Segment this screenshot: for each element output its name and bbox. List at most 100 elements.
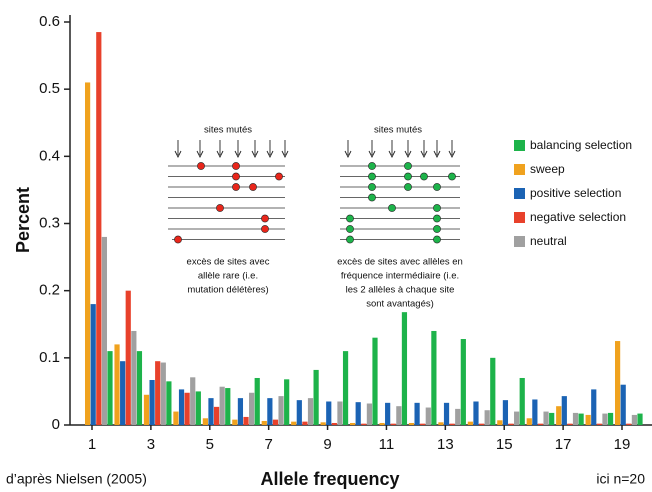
mutation-dot <box>261 214 269 223</box>
legend-label: negative selection <box>530 210 626 224</box>
bar <box>607 412 614 425</box>
bar <box>160 362 166 425</box>
mutation-dot <box>368 162 376 170</box>
arrow-head <box>196 150 204 159</box>
mutation-dot <box>197 162 205 170</box>
bar <box>596 423 602 425</box>
bar <box>114 344 120 425</box>
x-tick-label: 5 <box>206 436 214 453</box>
bar <box>326 401 332 425</box>
bar <box>85 82 91 425</box>
mutation-dot <box>433 183 441 191</box>
bar <box>261 420 267 425</box>
arrow-head <box>388 150 396 159</box>
bar <box>307 398 314 425</box>
legend-swatch <box>514 140 525 151</box>
mutation-dot <box>388 204 396 212</box>
x-tick-label: 1 <box>88 436 96 453</box>
bar <box>455 408 461 425</box>
arrow-head <box>251 150 259 159</box>
arrow-head <box>216 150 224 159</box>
bar <box>519 377 525 425</box>
legend-label: positive selection <box>530 186 621 200</box>
mutation-dot <box>232 162 240 170</box>
mutation-dot <box>232 172 240 181</box>
bar <box>478 423 485 425</box>
mutation-dot <box>368 172 376 181</box>
arrow-head <box>344 150 352 159</box>
bar <box>497 420 503 425</box>
bar <box>278 396 284 425</box>
inset-caption: allèle rare (i.e. <box>198 271 258 282</box>
bar <box>543 411 549 425</box>
bar <box>460 339 466 425</box>
bar <box>361 423 367 425</box>
mutation-dot <box>433 225 441 233</box>
bar <box>237 398 244 425</box>
bar <box>626 423 632 425</box>
mutation-dot <box>275 172 283 181</box>
bar <box>320 422 326 425</box>
bar <box>508 423 514 425</box>
legend-swatch <box>514 188 525 199</box>
mutation-dot <box>174 235 182 244</box>
mutation-dot <box>346 235 354 244</box>
bar <box>549 412 555 425</box>
arrow-head <box>433 150 441 159</box>
legend-swatch <box>514 164 525 175</box>
bar <box>443 402 450 425</box>
mutation-dot <box>216 204 224 212</box>
y-tick-label: 0.4 <box>39 147 60 164</box>
bar <box>101 236 107 425</box>
bar <box>620 384 626 425</box>
bar <box>449 423 455 425</box>
arrow-head <box>281 150 289 159</box>
bar <box>372 337 378 425</box>
bar <box>208 398 214 425</box>
mutation-dot <box>404 183 412 191</box>
bar <box>467 421 473 425</box>
bar <box>143 394 150 425</box>
bar <box>473 401 479 425</box>
bar <box>484 410 490 425</box>
bar <box>254 377 260 425</box>
bar <box>107 351 113 425</box>
bar <box>567 423 573 425</box>
mutation-dot <box>346 225 354 233</box>
bar <box>366 403 372 425</box>
arrow-head <box>420 150 428 159</box>
bar <box>331 422 337 425</box>
bar <box>337 401 343 425</box>
inset-caption: sont avantagés) <box>366 299 434 310</box>
legend-swatch <box>514 212 525 223</box>
bar <box>502 400 509 425</box>
mutation-dot <box>433 235 441 244</box>
mutation-dot <box>368 183 376 191</box>
bar <box>90 304 96 425</box>
x-tick-label: 11 <box>379 436 395 453</box>
bar <box>342 351 349 425</box>
y-tick-label: 0.6 <box>39 13 60 30</box>
bar <box>591 389 597 425</box>
source-note: d’après Nielsen (2005) <box>6 471 147 487</box>
bar <box>195 391 201 425</box>
bar <box>438 422 444 425</box>
bar <box>396 406 402 425</box>
bar <box>272 419 279 425</box>
x-tick-label: 13 <box>437 436 454 453</box>
bar <box>249 392 255 425</box>
bar <box>173 411 179 425</box>
bar <box>602 413 608 425</box>
bar <box>131 330 137 425</box>
inset-title: sites mutés <box>374 125 422 136</box>
bar <box>313 369 319 425</box>
legend-label: sweep <box>530 162 565 176</box>
bar <box>408 422 415 425</box>
mutation-dot <box>249 183 257 191</box>
bar <box>219 386 225 425</box>
bar <box>385 402 391 425</box>
mutation-dot <box>232 183 240 191</box>
mutation-dot <box>448 172 456 181</box>
inset-caption: les 2 allèles à chaque site <box>346 285 455 296</box>
x-tick-label: 17 <box>555 436 572 453</box>
